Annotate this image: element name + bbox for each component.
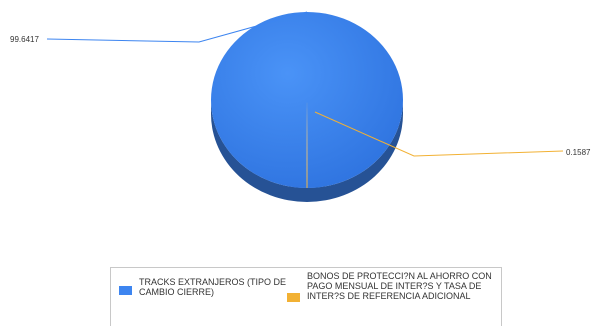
pie-slice-0 <box>211 11 403 188</box>
legend-swatch-tracks <box>119 286 132 295</box>
pie-slice-1 <box>306 100 308 188</box>
legend-item-bonos: BONOS DE PROTECCI?N AL AHORRO CON PAGO M… <box>287 271 497 302</box>
legend-swatch-bonos <box>287 293 300 302</box>
legend-label-bonos: BONOS DE PROTECCI?N AL AHORRO CON PAGO M… <box>307 271 492 301</box>
chart-legend: TRACKS EXTRANJEROS (TIPO DE CAMBIO CIERR… <box>110 267 502 326</box>
value-label-bonos: 0.1587 <box>566 148 591 157</box>
leader-line-0 <box>46 11 308 43</box>
leader-line-1 <box>314 111 564 157</box>
legend-item-tracks: TRACKS EXTRANJEROS (TIPO DE CAMBIO CIERR… <box>119 277 289 297</box>
value-label-tracks: 99.6417 <box>10 35 39 44</box>
legend-label-tracks: TRACKS EXTRANJEROS (TIPO DE CAMBIO CIERR… <box>139 277 287 297</box>
pie-side-wall <box>211 100 403 202</box>
